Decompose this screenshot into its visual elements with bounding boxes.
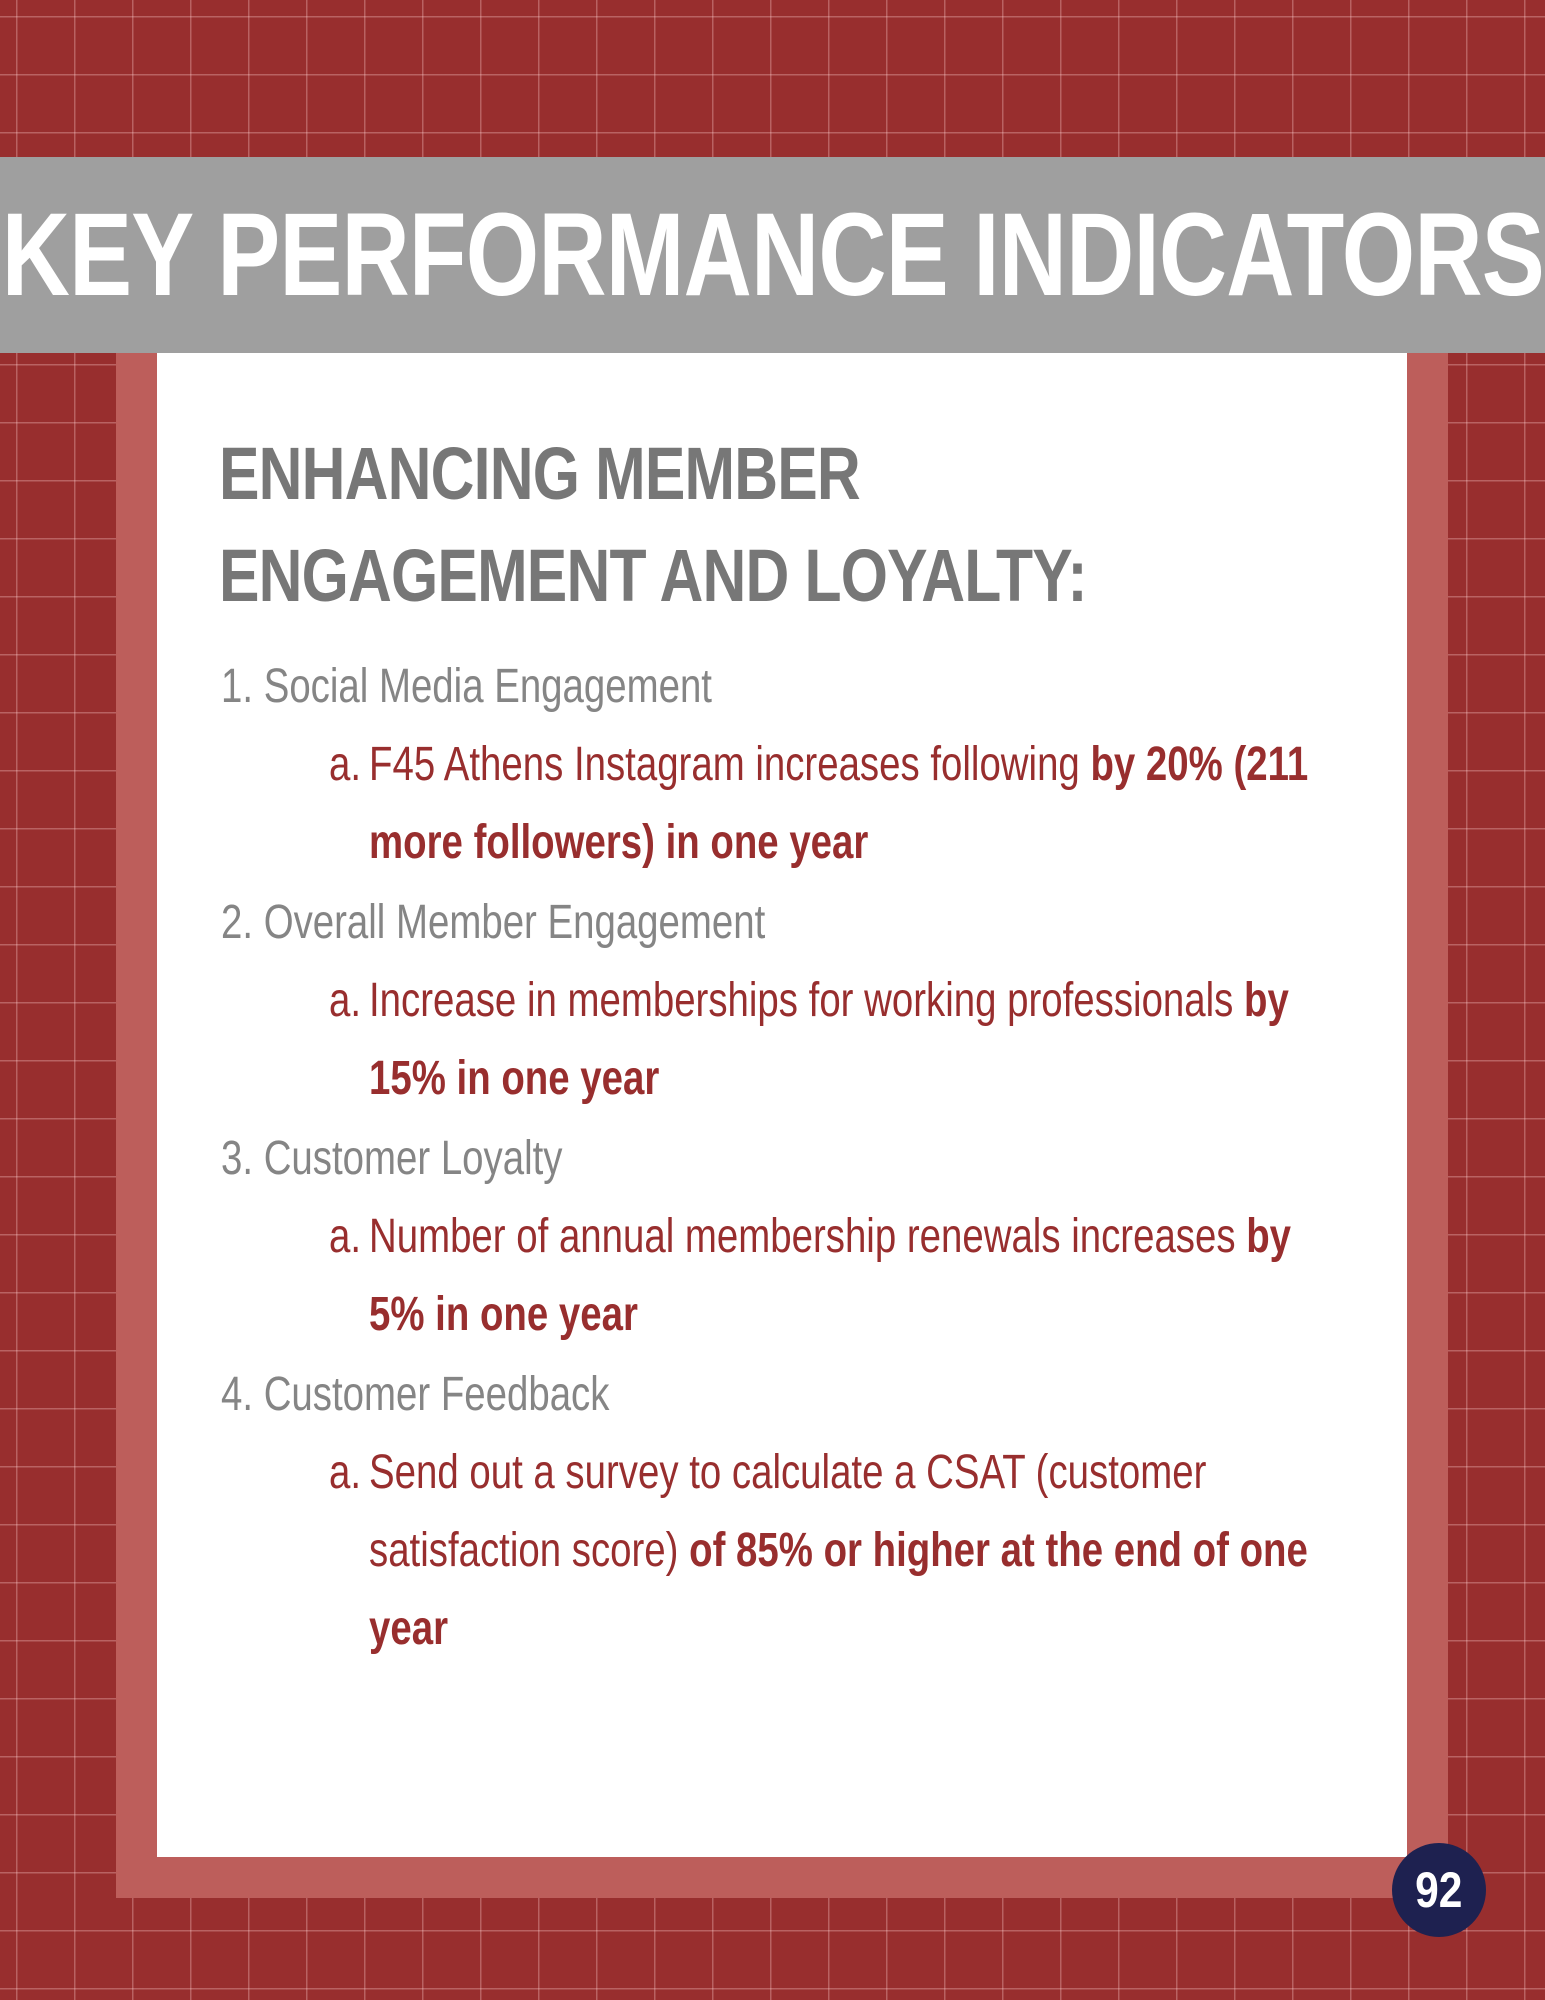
sub-item-target: by 5% in one year xyxy=(369,1210,1292,1341)
page-number: 92 xyxy=(1415,1862,1463,1918)
item-title: Overall Member Engagement xyxy=(263,896,766,949)
item-title: Customer Loyalty xyxy=(263,1132,563,1185)
list-item: 4. Customer Feedback a. Send out a survey… xyxy=(221,1356,1391,1668)
title-banner: KEY PERFORMANCE INDICATORS xyxy=(0,157,1545,353)
sub-item-marker: a. xyxy=(329,1446,362,1499)
sub-item: a. Send out a survey to calculate a CSAT … xyxy=(221,1434,1391,1668)
section-heading-line1: ENHANCING MEMBER xyxy=(219,432,861,515)
section-heading: ENHANCING MEMBER ENGAGEMENT AND LOYALTY: xyxy=(219,423,1121,627)
sub-item-text: Send out a survey to calculate a CSAT (c… xyxy=(369,1446,1207,1577)
sub-item-target: of 85% or higher at the end of one year xyxy=(369,1524,1308,1655)
item-number: 1. xyxy=(221,660,254,713)
item-number: 4. xyxy=(221,1368,254,1421)
sub-item: a. F45 Athens Instagram increases followi… xyxy=(221,726,1391,882)
page-number-badge: 92 xyxy=(1392,1843,1486,1937)
sub-item-text: Increase in memberships for working prof… xyxy=(369,974,1245,1027)
sub-item: a. Increase in memberships for working pr… xyxy=(221,962,1391,1118)
content-card: ENHANCING MEMBER ENGAGEMENT AND LOYALTY:… xyxy=(157,353,1407,1857)
sub-item-marker: a. xyxy=(329,1210,362,1263)
item-title: Customer Feedback xyxy=(263,1368,610,1421)
sub-item-marker: a. xyxy=(329,738,362,791)
list-item: 3. Customer Loyalty a. Number of annual m… xyxy=(221,1120,1391,1354)
sub-item-marker: a. xyxy=(329,974,362,1027)
item-number: 3. xyxy=(221,1132,254,1185)
item-title: Social Media Engagement xyxy=(263,660,712,713)
sub-item-target: by 20% (211 more followers) in one year xyxy=(369,738,1309,869)
sub-item-text: Number of annual membership renewals inc… xyxy=(369,1210,1247,1263)
sub-item-target: by 15% in one year xyxy=(369,974,1289,1105)
sub-item-text: F45 Athens Instagram increases following xyxy=(369,738,1091,791)
item-number: 2. xyxy=(221,896,254,949)
list-item: 2. Overall Member Engagement a. Increase … xyxy=(221,884,1391,1118)
page-title: KEY PERFORMANCE INDICATORS xyxy=(1,189,1544,321)
section-heading-line2: ENGAGEMENT AND LOYALTY: xyxy=(219,534,1088,617)
sub-item: a. Number of annual membership renewals i… xyxy=(221,1198,1391,1354)
list-item: 1. Social Media Engagement a. F45 Athens … xyxy=(221,648,1391,882)
kpi-list: 1. Social Media Engagement a. F45 Athens … xyxy=(221,648,1391,1670)
